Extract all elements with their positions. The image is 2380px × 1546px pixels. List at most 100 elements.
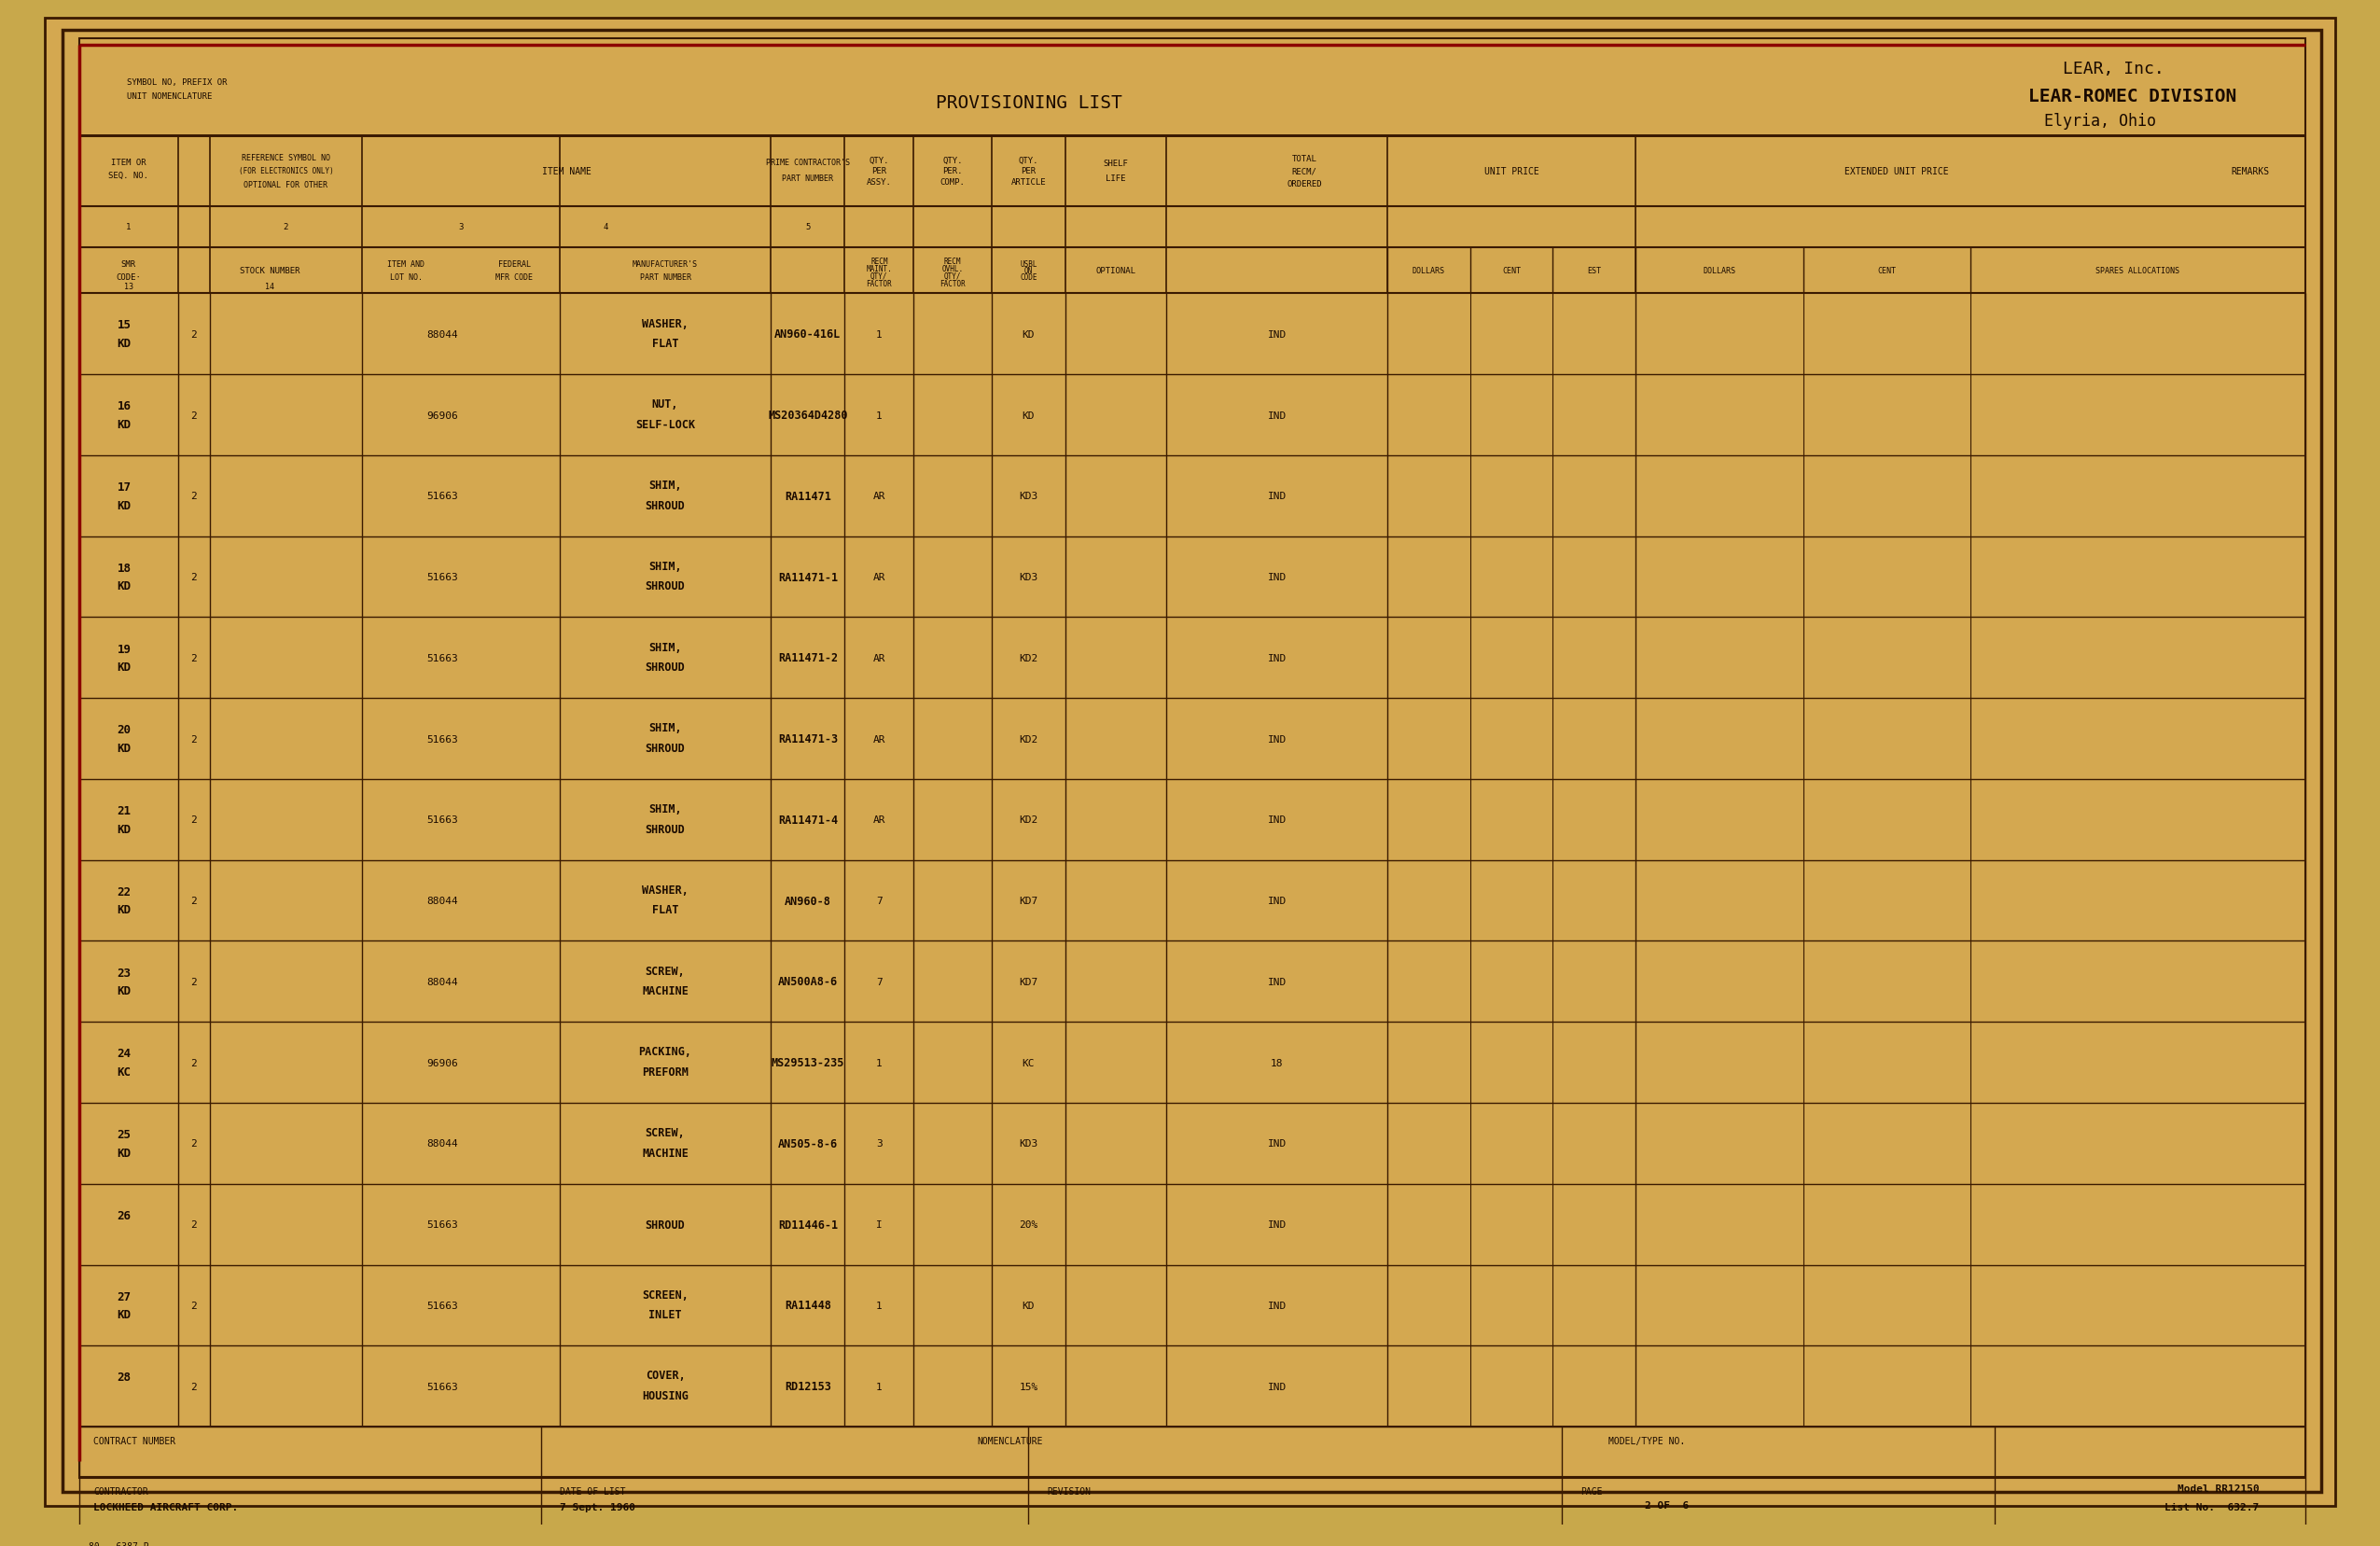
Text: CENT: CENT <box>1502 267 1521 275</box>
Text: KD: KD <box>117 419 131 431</box>
Text: DOLLARS: DOLLARS <box>1704 267 1735 275</box>
Text: IND: IND <box>1269 897 1285 906</box>
Text: 14: 14 <box>264 283 274 291</box>
Text: KD: KD <box>1023 1300 1035 1309</box>
Text: 2: 2 <box>190 1057 198 1067</box>
Text: AR: AR <box>873 654 885 663</box>
Text: IND: IND <box>1269 1382 1285 1391</box>
Text: TOTAL: TOTAL <box>1292 155 1316 162</box>
Text: MACHINE: MACHINE <box>643 985 688 997</box>
Text: QTY/: QTY/ <box>945 272 962 281</box>
Text: 5: 5 <box>804 223 809 232</box>
Text: IND: IND <box>1269 734 1285 744</box>
Text: RA11471: RA11471 <box>785 490 831 502</box>
Text: DATE OF LIST: DATE OF LIST <box>559 1486 626 1495</box>
Text: IND: IND <box>1269 1220 1285 1229</box>
Text: IND: IND <box>1269 572 1285 581</box>
Text: CODE: CODE <box>1021 274 1038 281</box>
Text: 20%: 20% <box>1019 1220 1038 1229</box>
Text: ITEM NAME: ITEM NAME <box>543 167 590 176</box>
Text: SMR: SMR <box>121 261 136 269</box>
Text: RECM: RECM <box>871 258 888 266</box>
Text: 2 OF  6: 2 OF 6 <box>1645 1500 1690 1509</box>
Text: 51663: 51663 <box>426 734 457 744</box>
Text: PACKING,: PACKING, <box>638 1045 693 1057</box>
Text: I: I <box>876 1220 883 1229</box>
Text: SELF-LOCK: SELF-LOCK <box>635 419 695 431</box>
Text: 2: 2 <box>190 815 198 824</box>
Text: IND: IND <box>1269 815 1285 824</box>
Text: FEDERAL: FEDERAL <box>497 261 531 269</box>
Text: RA11471-3: RA11471-3 <box>778 733 838 745</box>
Text: KD: KD <box>1023 411 1035 421</box>
Text: UNIT PRICE: UNIT PRICE <box>1485 167 1540 176</box>
Text: CONTRACTOR: CONTRACTOR <box>93 1486 148 1495</box>
Text: COVER,: COVER, <box>645 1370 685 1381</box>
Text: 1: 1 <box>876 411 883 421</box>
Text: EXTENDED UNIT PRICE: EXTENDED UNIT PRICE <box>1845 167 1949 176</box>
Text: 2: 2 <box>190 1139 198 1149</box>
Text: IND: IND <box>1269 1300 1285 1309</box>
Text: MFR CODE: MFR CODE <box>495 274 533 281</box>
Text: 20: 20 <box>117 724 131 736</box>
Text: 51663: 51663 <box>426 654 457 663</box>
Text: REVISION: REVISION <box>1047 1486 1090 1495</box>
Text: KD: KD <box>117 337 131 349</box>
Text: 19: 19 <box>117 643 131 656</box>
Text: LIFE: LIFE <box>1107 175 1126 182</box>
Text: 2: 2 <box>283 223 288 232</box>
Text: 96906: 96906 <box>426 411 457 421</box>
Text: PAGE: PAGE <box>1580 1486 1602 1495</box>
Text: IND: IND <box>1269 977 1285 986</box>
Text: 2: 2 <box>190 1220 198 1229</box>
Text: AN960-8: AN960-8 <box>785 895 831 908</box>
Text: 88044: 88044 <box>426 329 457 339</box>
Text: RA11471-4: RA11471-4 <box>778 813 838 826</box>
Text: QTY.: QTY. <box>942 156 964 164</box>
Text: ITEM OR: ITEM OR <box>112 158 145 167</box>
Text: ARTICLE: ARTICLE <box>1012 178 1047 187</box>
Text: RECM/: RECM/ <box>1292 167 1316 176</box>
Text: AR: AR <box>873 492 885 501</box>
Text: OPTIONAL FOR OTHER: OPTIONAL FOR OTHER <box>243 181 328 190</box>
Text: KD: KD <box>117 662 131 674</box>
Text: KD3: KD3 <box>1019 492 1038 501</box>
Text: 2: 2 <box>190 492 198 501</box>
Text: MODEL/TYPE NO.: MODEL/TYPE NO. <box>1609 1436 1685 1446</box>
Text: 1: 1 <box>126 223 131 232</box>
Text: 25: 25 <box>117 1129 131 1141</box>
Text: SCREW,: SCREW, <box>645 965 685 977</box>
Text: STOCK NUMBER: STOCK NUMBER <box>240 267 300 275</box>
Text: Elyria, Ohio: Elyria, Ohio <box>2044 113 2156 130</box>
Text: FLAT: FLAT <box>652 337 678 349</box>
Text: LOCKHEED AIRCRAFT CORP.: LOCKHEED AIRCRAFT CORP. <box>93 1503 238 1512</box>
Text: OVHL.: OVHL. <box>942 266 964 274</box>
Text: 15: 15 <box>117 320 131 331</box>
Text: PREFORM: PREFORM <box>643 1065 688 1078</box>
Text: KD: KD <box>1023 329 1035 339</box>
Text: KD2: KD2 <box>1019 654 1038 663</box>
Text: 51663: 51663 <box>426 1300 457 1309</box>
Text: 88044: 88044 <box>426 1139 457 1149</box>
Text: 7: 7 <box>876 897 883 906</box>
Text: 2: 2 <box>190 897 198 906</box>
Text: 15%: 15% <box>1019 1382 1038 1391</box>
Text: SHIM,: SHIM, <box>650 642 683 654</box>
Text: 1: 1 <box>876 1300 883 1309</box>
Text: AR: AR <box>873 572 885 581</box>
Text: 51663: 51663 <box>426 1382 457 1391</box>
Text: KD3: KD3 <box>1019 1139 1038 1149</box>
Text: ORDERED: ORDERED <box>1288 181 1321 189</box>
Text: RA11471-1: RA11471-1 <box>778 570 838 583</box>
Text: KD2: KD2 <box>1019 815 1038 824</box>
Text: SHIM,: SHIM, <box>650 479 683 492</box>
Text: 51663: 51663 <box>426 572 457 581</box>
Text: KC: KC <box>117 1065 131 1078</box>
Text: ITEM AND: ITEM AND <box>388 261 426 269</box>
Text: RA11448: RA11448 <box>785 1299 831 1311</box>
Text: RA11471-2: RA11471-2 <box>778 652 838 665</box>
Text: CONTRACT NUMBER: CONTRACT NUMBER <box>93 1436 176 1446</box>
Text: COMP.: COMP. <box>940 178 966 187</box>
Text: AR: AR <box>873 815 885 824</box>
Text: AN505-8-6: AN505-8-6 <box>778 1138 838 1150</box>
